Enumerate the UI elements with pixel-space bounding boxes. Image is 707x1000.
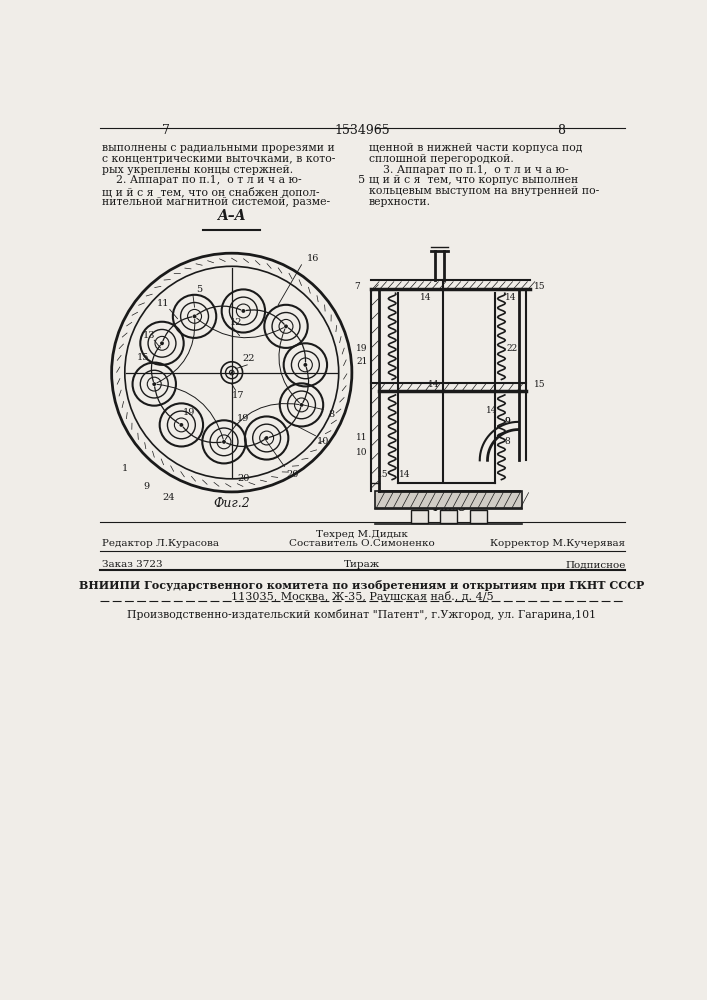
Text: Фиг.3: Фиг.3 xyxy=(431,501,467,514)
Text: 14: 14 xyxy=(428,380,439,389)
Text: 15: 15 xyxy=(534,282,546,291)
Text: Корректор М.Кучерявая: Корректор М.Кучерявая xyxy=(491,539,626,548)
Text: 5: 5 xyxy=(358,175,366,185)
FancyArrowPatch shape xyxy=(157,319,195,383)
FancyArrowPatch shape xyxy=(157,384,223,439)
Text: 19: 19 xyxy=(356,344,368,353)
Circle shape xyxy=(264,436,269,440)
Circle shape xyxy=(230,371,233,374)
Text: 8: 8 xyxy=(557,124,565,137)
Text: 9: 9 xyxy=(504,417,510,426)
Text: 15: 15 xyxy=(377,470,389,479)
Circle shape xyxy=(300,403,303,407)
Circle shape xyxy=(192,314,197,318)
Circle shape xyxy=(284,324,288,328)
Bar xyxy=(440,510,457,523)
Text: Фиг.2: Фиг.2 xyxy=(214,497,250,510)
Text: 7: 7 xyxy=(354,282,360,291)
Text: 22: 22 xyxy=(243,354,255,363)
Text: Техред М.Дидык: Техред М.Дидык xyxy=(316,530,408,539)
FancyArrowPatch shape xyxy=(226,440,264,446)
Text: 11: 11 xyxy=(157,299,170,308)
Text: 24: 24 xyxy=(162,493,175,502)
Text: 22: 22 xyxy=(507,344,518,353)
Text: с концентрическими выточками, в кото-: с концентрическими выточками, в кото- xyxy=(103,154,336,164)
Text: 8: 8 xyxy=(504,437,510,446)
Text: 21: 21 xyxy=(356,357,368,366)
Text: Подписное: Подписное xyxy=(565,560,626,569)
FancyArrowPatch shape xyxy=(151,345,160,381)
FancyArrowPatch shape xyxy=(226,404,299,439)
FancyArrowPatch shape xyxy=(279,329,300,403)
Text: 15: 15 xyxy=(136,353,148,362)
Text: 3. Аппарат по п.1,  о т л и ч а ю-: 3. Аппарат по п.1, о т л и ч а ю- xyxy=(369,165,568,175)
Text: сплошной перегородкой.: сплошной перегородкой. xyxy=(369,154,514,164)
Text: ВНИИПИ Государственного комитета по изобретениям и открытиям при ГКНТ СССР: ВНИИПИ Государственного комитета по изоб… xyxy=(79,580,645,591)
Circle shape xyxy=(303,363,308,367)
Text: 19: 19 xyxy=(237,414,250,423)
Text: 10: 10 xyxy=(356,448,368,457)
Text: 7: 7 xyxy=(162,124,170,137)
Text: 10: 10 xyxy=(317,437,329,446)
Circle shape xyxy=(152,382,156,386)
Circle shape xyxy=(241,309,245,313)
FancyArrowPatch shape xyxy=(197,318,284,338)
Text: 9: 9 xyxy=(144,482,150,491)
Text: 20: 20 xyxy=(237,474,250,483)
Circle shape xyxy=(180,423,183,427)
Text: кольцевым выступом на внутренней по-: кольцевым выступом на внутренней по- xyxy=(369,186,599,196)
FancyArrowPatch shape xyxy=(269,408,300,437)
Bar xyxy=(469,510,486,523)
Text: щенной в нижней части корпуса под: щенной в нижней части корпуса под xyxy=(369,143,583,153)
FancyArrowPatch shape xyxy=(197,306,241,315)
Bar xyxy=(375,491,522,508)
Text: 13: 13 xyxy=(143,331,155,340)
Text: 14: 14 xyxy=(420,293,431,302)
Text: 1: 1 xyxy=(122,464,128,473)
FancyArrowPatch shape xyxy=(288,328,305,362)
Text: выполнены с радиальными прорезями и: выполнены с радиальными прорезями и xyxy=(103,143,335,153)
Text: Составитель О.Симоненко: Составитель О.Симоненко xyxy=(289,539,435,548)
Text: 17: 17 xyxy=(232,391,244,400)
Text: 9: 9 xyxy=(504,417,510,426)
Text: 8: 8 xyxy=(328,410,334,419)
Text: Тираж: Тираж xyxy=(344,560,380,569)
Text: 1534965: 1534965 xyxy=(334,124,390,137)
Text: 14: 14 xyxy=(399,470,410,479)
FancyArrowPatch shape xyxy=(155,387,179,423)
FancyArrowPatch shape xyxy=(246,310,284,324)
Text: 113035, Москва, Ж-35, Раушская наб., д. 4/5: 113035, Москва, Ж-35, Раушская наб., д. … xyxy=(230,591,493,602)
Bar xyxy=(411,510,428,523)
Circle shape xyxy=(222,440,226,444)
Text: 2. Аппарат по п.1,  о т л и ч а ю-: 2. Аппарат по п.1, о т л и ч а ю- xyxy=(103,175,302,185)
Text: щ и й с я  тем, что корпус выполнен: щ и й с я тем, что корпус выполнен xyxy=(369,175,578,185)
Text: 16: 16 xyxy=(307,254,320,263)
Circle shape xyxy=(160,341,164,345)
Text: 19: 19 xyxy=(183,408,195,417)
Text: 11: 11 xyxy=(356,433,368,442)
FancyArrowPatch shape xyxy=(183,427,221,443)
Text: Производственно-издательский комбинат "Патент", г.Ужгород, ул. Гагарина,101: Производственно-издательский комбинат "П… xyxy=(127,609,597,620)
Text: 14: 14 xyxy=(486,406,497,415)
Text: 14: 14 xyxy=(505,293,517,302)
Text: A–A: A–A xyxy=(218,209,246,223)
Text: Редактор Л.Курасова: Редактор Л.Курасова xyxy=(103,539,219,548)
Text: верхности.: верхности. xyxy=(369,197,431,207)
Text: Заказ 3723: Заказ 3723 xyxy=(103,560,163,569)
Text: щ и й с я  тем, что он снабжен допол-: щ и й с я тем, что он снабжен допол- xyxy=(103,186,320,197)
FancyArrowPatch shape xyxy=(163,317,192,341)
Text: 12: 12 xyxy=(229,318,242,327)
Text: 5: 5 xyxy=(196,285,202,294)
FancyArrowPatch shape xyxy=(303,367,309,403)
Text: 20: 20 xyxy=(286,470,298,479)
Text: нительной магнитной системой, разме-: нительной магнитной системой, разме- xyxy=(103,197,330,207)
Text: рых укреплены концы стержней.: рых укреплены концы стержней. xyxy=(103,165,293,175)
Text: 15: 15 xyxy=(534,380,546,389)
